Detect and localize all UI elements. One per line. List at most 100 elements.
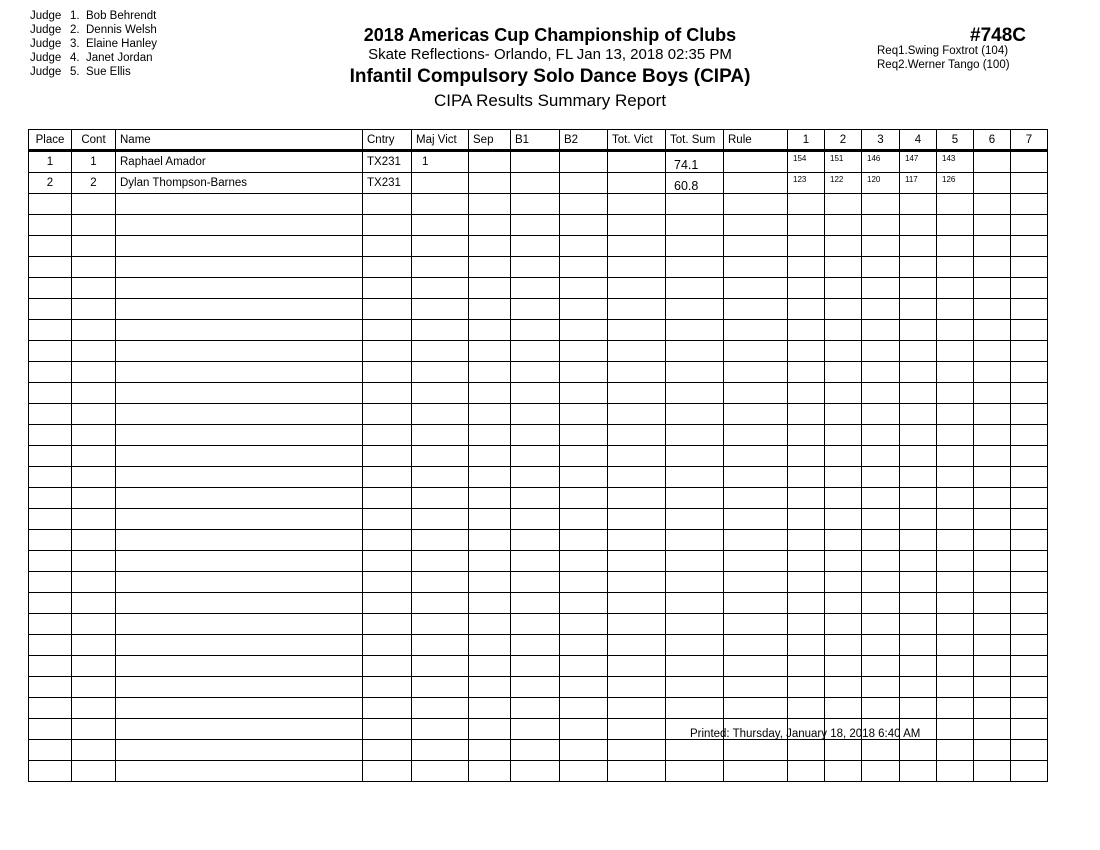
cell-cntry	[362, 634, 412, 656]
cell-judge-score	[936, 697, 974, 719]
cell-judge-score	[899, 508, 937, 530]
cell-judge-score	[936, 508, 974, 530]
table-row	[28, 697, 1048, 719]
cell-judge-score	[936, 676, 974, 698]
cell-rule	[723, 592, 788, 614]
cell-maj-vict: 1	[411, 150, 469, 173]
cell-b1	[510, 150, 560, 173]
cell-tot-vict	[607, 592, 666, 614]
cell-place	[28, 676, 72, 698]
cell-sep	[468, 634, 511, 656]
cell-b1	[510, 424, 560, 446]
cell-b2	[559, 298, 608, 320]
cell-judge-score	[824, 613, 862, 635]
cell-judge-score	[861, 445, 900, 467]
cell-b1	[510, 382, 560, 404]
cell-place	[28, 382, 72, 404]
table-row	[28, 445, 1048, 467]
cell-tot-vict	[607, 193, 666, 215]
cell-judge-score	[1010, 571, 1048, 593]
table-row	[28, 760, 1048, 782]
cell-b1	[510, 172, 560, 194]
cell-judge-score	[861, 550, 900, 572]
cell-rule	[723, 739, 788, 761]
cell-cont	[71, 319, 116, 341]
cell-judge-score	[936, 424, 974, 446]
cell-name	[115, 235, 363, 257]
cell-cont	[71, 340, 116, 362]
cell-judge-score	[861, 319, 900, 341]
cell-judge-score	[899, 529, 937, 551]
cell-rule	[723, 214, 788, 236]
cell-judge-score	[787, 298, 825, 320]
cell-b1	[510, 319, 560, 341]
cell-judge-score	[973, 193, 1011, 215]
cell-judge-score	[1010, 150, 1048, 173]
cell-rule	[723, 676, 788, 698]
cell-cont	[71, 445, 116, 467]
cell-cntry	[362, 697, 412, 719]
cell-judge-score	[936, 382, 974, 404]
cell-name	[115, 634, 363, 656]
judge-label: Judge	[30, 10, 62, 22]
cell-cont	[71, 550, 116, 572]
cell-b1	[510, 613, 560, 635]
table-row	[28, 214, 1048, 236]
cell-judge-score	[861, 277, 900, 299]
cell-maj-vict	[411, 718, 469, 740]
cell-name	[115, 592, 363, 614]
cell-judge-score	[1010, 487, 1048, 509]
cell-place	[28, 277, 72, 299]
cell-judge-score	[1010, 718, 1048, 740]
cell-judge-score	[973, 571, 1011, 593]
cell-b1	[510, 445, 560, 467]
cell-b1	[510, 466, 560, 488]
cell-cntry	[362, 256, 412, 278]
table-row	[28, 424, 1048, 446]
cell-b2	[559, 445, 608, 467]
cell-sep	[468, 277, 511, 299]
cell-judge-score	[936, 319, 974, 341]
cell-name	[115, 361, 363, 383]
cell-place	[28, 760, 72, 782]
cell-cntry	[362, 508, 412, 530]
cell-judge-score	[861, 529, 900, 551]
cell-b2	[559, 613, 608, 635]
cell-judge-score	[787, 361, 825, 383]
cell-judge-score	[936, 760, 974, 782]
cell-sep	[468, 550, 511, 572]
cell-sep	[468, 340, 511, 362]
cell-b2	[559, 739, 608, 761]
judge-item: Judge 4. Janet Jordan	[30, 51, 157, 65]
cell-cntry	[362, 550, 412, 572]
cell-judge-score	[936, 655, 974, 677]
cell-place	[28, 403, 72, 425]
cell-b1	[510, 235, 560, 257]
requirement-item: Req1.Swing Foxtrot (104)	[877, 44, 1010, 58]
cell-maj-vict	[411, 382, 469, 404]
cell-tot-sum: 60.8	[665, 172, 724, 194]
cell-judge-score	[899, 550, 937, 572]
cell-tot-sum	[665, 424, 724, 446]
cell-judge-score	[824, 319, 862, 341]
column-header: B1	[510, 129, 560, 152]
column-header: 3	[861, 129, 900, 152]
page-title: 2018 Americas Cup Championship of Clubs	[363, 25, 737, 45]
cell-judge-score	[899, 613, 937, 635]
cell-judge-score	[1010, 193, 1048, 215]
cell-judge-score	[787, 655, 825, 677]
cell-place	[28, 340, 72, 362]
cell-judge-score: 146	[861, 150, 900, 173]
cell-tot-vict	[607, 256, 666, 278]
cell-judge-score	[1010, 508, 1048, 530]
cell-judge-score	[787, 760, 825, 782]
cell-judge-score	[936, 487, 974, 509]
cell-place	[28, 739, 72, 761]
cell-cont: 2	[71, 172, 116, 194]
cell-judge-score	[973, 634, 1011, 656]
cell-judge-score	[936, 466, 974, 488]
judge-number: 5.	[70, 66, 80, 78]
table-row	[28, 466, 1048, 488]
cell-maj-vict	[411, 529, 469, 551]
cell-maj-vict	[411, 760, 469, 782]
